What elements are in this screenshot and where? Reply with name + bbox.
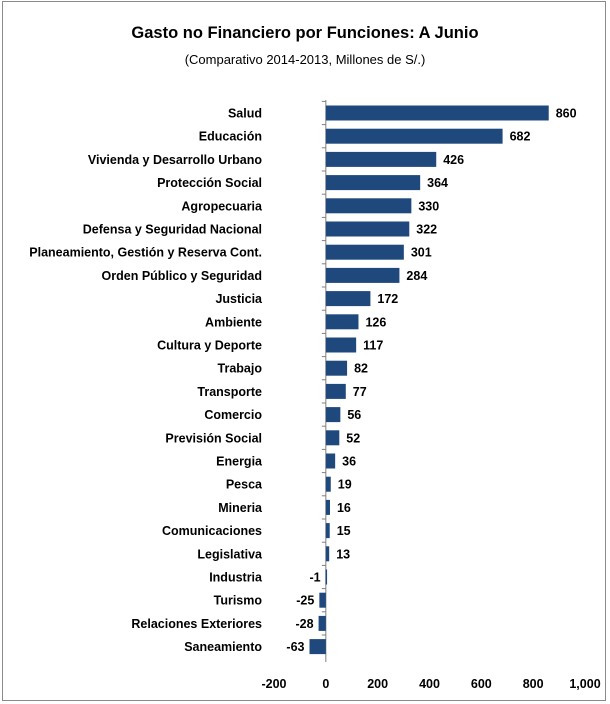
x-tick-label: 200 — [367, 677, 388, 691]
category-label: Justicia — [215, 292, 263, 306]
bar — [325, 453, 336, 469]
bar — [325, 128, 503, 144]
category-label: Agropecuaria — [181, 199, 263, 213]
bar — [325, 267, 400, 283]
x-tick-label: 800 — [523, 677, 544, 691]
chart-title: Gasto no Financiero por Funciones: A Jun… — [131, 24, 479, 42]
category-label: Previsión Social — [165, 431, 262, 445]
value-label: 301 — [411, 246, 432, 260]
x-tick-label: -200 — [261, 677, 286, 691]
category-label: Comunicaciones — [162, 524, 262, 538]
category-label: Trabajo — [218, 362, 263, 376]
category-label: Pesca — [226, 478, 263, 492]
bar — [325, 523, 330, 539]
bar — [325, 244, 404, 260]
category-label: Protección Social — [157, 176, 262, 190]
category-label: Planeamiento, Gestión y Reserva Cont. — [29, 246, 262, 260]
bar — [325, 499, 330, 515]
bar — [319, 592, 326, 608]
bar — [325, 383, 346, 399]
value-label: 19 — [338, 478, 352, 492]
value-label: -63 — [286, 640, 304, 654]
bar — [325, 314, 359, 330]
category-label: Educación — [199, 130, 262, 144]
value-label: 52 — [346, 431, 360, 445]
category-label: Salud — [228, 107, 262, 121]
category-label: Transporte — [197, 385, 262, 399]
bar — [325, 105, 549, 121]
category-label: Orden Público y Seguridad — [102, 269, 262, 283]
bar — [325, 430, 340, 446]
bar — [325, 407, 341, 423]
value-label: 330 — [418, 199, 439, 213]
bar — [325, 360, 348, 376]
bar — [325, 337, 357, 353]
bar — [325, 221, 410, 237]
x-tick-label: 600 — [471, 677, 492, 691]
value-label: -28 — [295, 617, 313, 631]
x-tick-label: 400 — [419, 677, 440, 691]
value-label: 77 — [353, 385, 367, 399]
category-label: Comercio — [204, 408, 262, 422]
category-label: Mineria — [218, 501, 263, 515]
category-label: Relaciones Exteriores — [131, 617, 262, 631]
category-label: Ambiente — [205, 315, 262, 329]
category-label: Turismo — [214, 594, 263, 608]
value-label: 682 — [510, 130, 531, 144]
value-label: 322 — [416, 223, 437, 237]
bar — [325, 476, 331, 492]
value-label: 284 — [406, 269, 427, 283]
value-label: 36 — [342, 455, 356, 469]
category-label: Industria — [209, 571, 263, 585]
category-label: Energia — [216, 455, 263, 469]
category-label: Saneamiento — [184, 640, 262, 654]
bar — [325, 151, 437, 167]
value-label: 13 — [336, 547, 350, 561]
category-label: Defensa y Seguridad Nacional — [83, 223, 262, 237]
x-tick-label: 1,000 — [569, 677, 600, 691]
value-label: 172 — [377, 292, 398, 306]
value-label: 126 — [365, 315, 386, 329]
value-label: 56 — [347, 408, 361, 422]
category-label: Legislativa — [197, 547, 263, 561]
bar — [318, 615, 326, 631]
bar — [325, 291, 371, 307]
bar — [325, 175, 421, 191]
value-label: 15 — [337, 524, 351, 538]
x-tick-label: 0 — [322, 677, 329, 691]
value-label: 426 — [443, 153, 464, 167]
value-label: -25 — [296, 594, 314, 608]
value-label: -1 — [309, 571, 320, 585]
value-label: 860 — [556, 107, 577, 121]
bar — [325, 569, 328, 585]
value-label: 16 — [337, 501, 351, 515]
value-label: 82 — [354, 362, 368, 376]
bar — [325, 198, 412, 214]
bar — [325, 546, 330, 562]
category-label: Vivienda y Desarrollo Urbano — [88, 153, 262, 167]
value-label: 117 — [363, 339, 383, 353]
category-label: Cultura y Deporte — [157, 339, 262, 353]
bar — [309, 639, 326, 655]
value-label: 364 — [427, 176, 448, 190]
chart-subtitle: (Comparativo 2014-2013, Millones de S/.) — [184, 52, 426, 67]
